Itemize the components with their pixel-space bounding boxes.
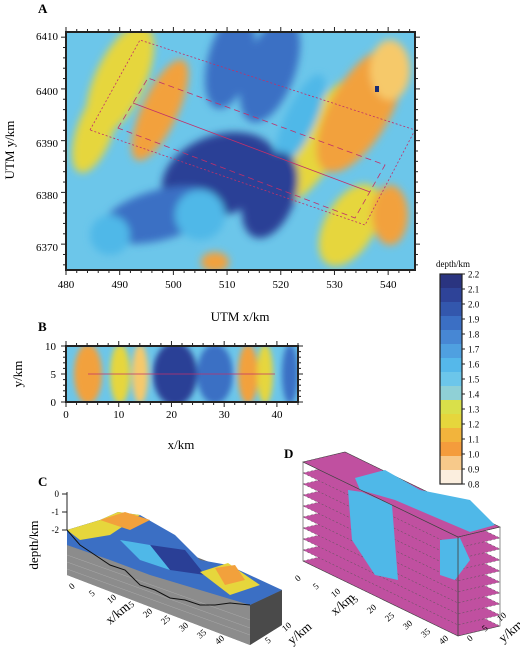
colorbar-tick-label: 0.9 [468, 465, 480, 475]
colorbar-tick-label: 1.4 [468, 390, 480, 400]
colorbar-swatch [440, 470, 462, 485]
colorbar-swatch [440, 330, 462, 345]
panel-d-ytick: 10 [495, 610, 509, 624]
colorbar-swatch [440, 428, 462, 443]
panel-d-ytick: 5 [480, 623, 490, 634]
panel-b-letter: B [38, 319, 47, 334]
colorbar-tick-label: 1.5 [468, 375, 480, 385]
panel-d-xtick: 35 [419, 626, 433, 640]
panel-a-xtick: 510 [219, 279, 236, 291]
colorbar-tick-label: 1.3 [468, 405, 480, 415]
panel-a-ylabel: UTM y/km [2, 121, 17, 180]
basin-region [355, 470, 495, 532]
colorbar-tick-label: 2.2 [468, 270, 479, 280]
panel-a-ytick: 6400 [36, 86, 59, 98]
panel-c-ytick: 5 [263, 635, 273, 646]
panel-d-xtick: 0 [293, 573, 303, 584]
colorbar-tick-label: 1.0 [468, 450, 480, 460]
panel-b-map [66, 346, 298, 402]
panel-a-ytick: 6410 [36, 31, 59, 43]
colorbar-tick-label: 1.7 [468, 345, 480, 355]
panel-c-xtick: 25 [159, 613, 173, 627]
panel-b-xtick: 30 [219, 409, 231, 421]
colorbar-tick-label: 2.1 [468, 285, 479, 295]
colorbar-swatch [440, 302, 462, 317]
panel-c-ztick: -2 [52, 525, 60, 535]
panel-d-letter: D [284, 446, 293, 461]
panel-b-ytick: 0 [51, 397, 57, 409]
panel-a-xtick: 490 [111, 279, 128, 291]
panel-c-3d [66, 492, 282, 645]
panel-a-xtick: 480 [58, 279, 75, 291]
colorbar-tick-label: 1.9 [468, 315, 480, 325]
panel-c-letter: C [38, 474, 47, 489]
panel-b-xtick: 40 [272, 409, 284, 421]
panel-b-xtick: 10 [113, 409, 125, 421]
panel-c-zlabel: depth/km [26, 520, 41, 569]
colorbar-tick-label: 1.8 [468, 330, 480, 340]
panel-a-ytick: 6370 [36, 242, 59, 254]
colorbar-tick-label: 1.2 [468, 420, 479, 430]
panel-c-xtick: 0 [67, 581, 77, 592]
panel-a-xtick: 530 [326, 279, 343, 291]
colorbar-tick-label: 2.0 [468, 300, 480, 310]
panel-b-ticks [61, 341, 303, 407]
panel-c-ztick: -1 [52, 507, 60, 517]
colorbar-swatch [440, 386, 462, 401]
colorbar-swatch [440, 288, 462, 303]
panel-a-xlabel: UTM x/km [211, 309, 270, 324]
panel-c-xtick: 35 [195, 627, 209, 641]
stack-side [457, 526, 501, 637]
colorbar-swatch [440, 344, 462, 359]
colorbar-tick-label: 1.1 [468, 435, 479, 445]
panel-a-letter: A [38, 1, 48, 16]
colorbar-swatch [440, 400, 462, 415]
panel-d-xtick: 40 [437, 633, 451, 647]
panel-d-xtick: 5 [311, 581, 321, 592]
panel-d-3d [302, 451, 501, 637]
colorbar-swatch [440, 316, 462, 331]
colorbar-swatch [440, 456, 462, 471]
panel-b-xlabel: x/km [168, 437, 195, 452]
panel-d-ytick: 0 [465, 633, 475, 644]
colorbar-title: depth/km [436, 259, 470, 269]
panel-b-ylabel: y/km [10, 361, 25, 388]
panel-b-ytick: 5 [51, 369, 57, 381]
colorbar-swatch [440, 274, 462, 289]
panel-a-ticks [61, 27, 420, 275]
panel-a-xtick: 500 [165, 279, 182, 291]
colorbar-swatch [440, 442, 462, 457]
colorbar-swatch [440, 372, 462, 387]
panel-d-xtick: 30 [401, 618, 415, 632]
colorbar-swatch [440, 414, 462, 429]
panel-c-ztick: 0 [55, 489, 60, 499]
panel-c-xtick: 5 [87, 588, 97, 599]
panel-a-ytick: 6380 [36, 190, 59, 202]
panel-a-xtick: 520 [273, 279, 290, 291]
basin-region [440, 538, 470, 580]
panel-a-ytick: 6390 [36, 138, 59, 150]
panel-d-xtick: 25 [383, 610, 397, 624]
panel-b-xtick: 0 [63, 409, 69, 421]
colorbar: 2.2 2.1 2.0 1.9 1.8 1.7 1.6 1.5 1.4 1.3 1.2 1.1 1.0 0… [439, 270, 480, 490]
panel-c-xtick: 20 [141, 606, 155, 620]
panel-a-xtick: 540 [380, 279, 397, 291]
panel-c-zticks [62, 493, 67, 531]
colorbar-tick-label: 1.6 [468, 360, 480, 370]
basin-region [348, 490, 398, 580]
panel-d-xtick: 20 [365, 602, 379, 616]
colorbar-swatch [440, 358, 462, 373]
panel-b-xtick: 20 [166, 409, 178, 421]
panel-c-xtick: 30 [177, 620, 191, 634]
panel-b-ytick: 10 [45, 341, 57, 353]
panel-a-map [66, 32, 415, 270]
colorbar-tick-label: 0.8 [468, 480, 480, 490]
